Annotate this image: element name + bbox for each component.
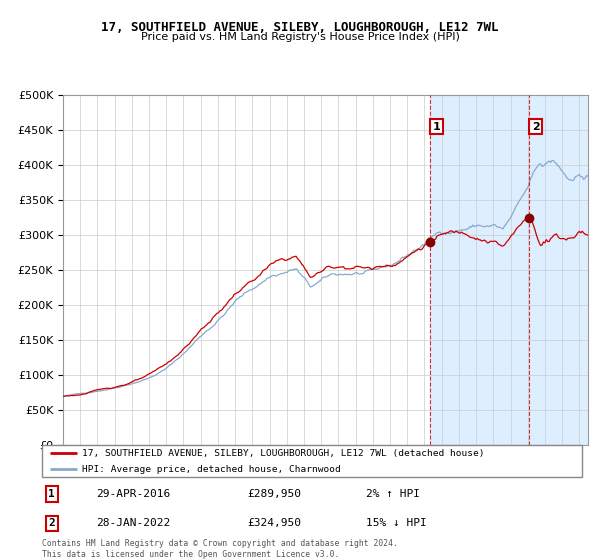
Text: 17, SOUTHFIELD AVENUE, SILEBY, LOUGHBOROUGH, LE12 7WL: 17, SOUTHFIELD AVENUE, SILEBY, LOUGHBORO… (101, 21, 499, 34)
Text: Price paid vs. HM Land Registry's House Price Index (HPI): Price paid vs. HM Land Registry's House … (140, 32, 460, 43)
Text: 15% ↓ HPI: 15% ↓ HPI (366, 519, 427, 529)
FancyBboxPatch shape (42, 445, 582, 477)
Text: 2: 2 (49, 519, 55, 529)
Bar (430, 95, 588, 445)
Text: 28-JAN-2022: 28-JAN-2022 (96, 519, 170, 529)
Text: 2% ↑ HPI: 2% ↑ HPI (366, 489, 420, 499)
Text: 2: 2 (532, 122, 539, 132)
Text: 1: 1 (433, 122, 440, 132)
Text: £324,950: £324,950 (247, 519, 301, 529)
Text: HPI: Average price, detached house, Charnwood: HPI: Average price, detached house, Char… (83, 465, 341, 474)
Text: 17, SOUTHFIELD AVENUE, SILEBY, LOUGHBOROUGH, LE12 7WL (detached house): 17, SOUTHFIELD AVENUE, SILEBY, LOUGHBORO… (83, 449, 485, 458)
Text: £289,950: £289,950 (247, 489, 301, 499)
Text: 29-APR-2016: 29-APR-2016 (96, 489, 170, 499)
Text: 1: 1 (49, 489, 55, 499)
Text: Contains HM Land Registry data © Crown copyright and database right 2024.
This d: Contains HM Land Registry data © Crown c… (42, 539, 398, 559)
